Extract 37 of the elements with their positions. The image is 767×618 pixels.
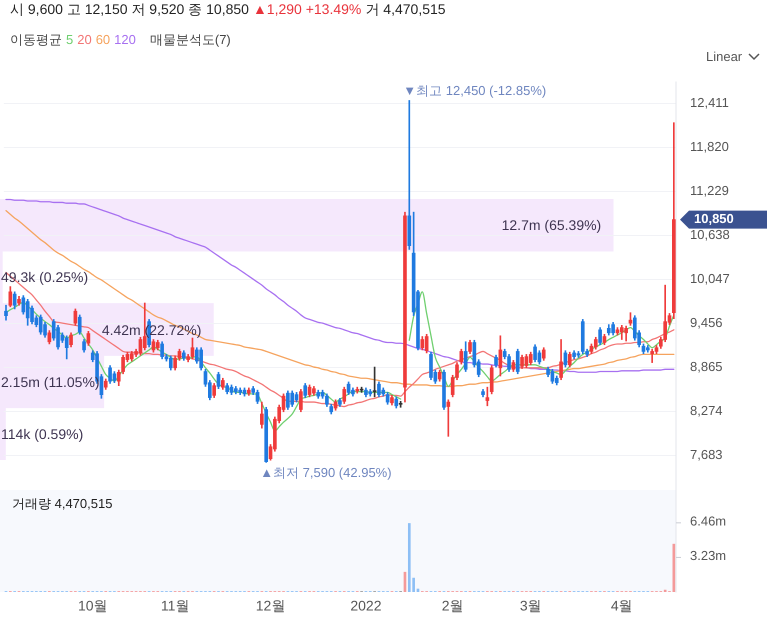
text: 거 4,470,515 <box>365 1 446 17</box>
x-tick-label: 11월 <box>160 597 190 614</box>
chart-subtitle: ▲1,290 +13.49% <box>252 1 362 17</box>
x-tick-label: 12월 <box>256 597 286 614</box>
y-tick-label: 8,274 <box>690 403 723 418</box>
y-tick-label: 10,047 <box>690 270 730 286</box>
text: 120 <box>114 32 136 47</box>
y-tick-label: 8,865 <box>690 359 723 374</box>
bar <box>404 572 406 592</box>
y-tick-label: 9,456 <box>690 314 723 330</box>
text: 60 <box>96 32 110 47</box>
data-label: 12.7m (65.39%) <box>502 217 602 234</box>
y-tick-label: 12,411 <box>690 94 729 110</box>
text: 20 <box>77 32 92 47</box>
y-tick-label: 11,229 <box>690 182 729 198</box>
data-label: 2.15m (11.05%) <box>1 374 100 390</box>
bar <box>408 523 411 592</box>
x-tick-label: 2022 <box>350 597 382 614</box>
y-tick-label: 7,683 <box>690 447 723 462</box>
y-tick-label: 11,820 <box>690 138 729 154</box>
x-tick-label: 10월 <box>78 597 108 614</box>
x-tick-label: 3월 <box>520 597 542 614</box>
y2-tick-label: 6.46m <box>690 513 726 528</box>
data-label: 114k (0.59%) <box>1 426 84 442</box>
legend-title: 이동평균 <box>10 32 62 47</box>
chart-title: 매물분석도(7) <box>150 32 231 47</box>
x-tick-label: 2월 <box>442 597 464 614</box>
annotation: ▲최저 7,590 (42.95%) <box>260 465 392 480</box>
chart-title: 시 9,600 고 12,150 저 9,520 종 10,850 <box>10 1 249 17</box>
y-tick-label: 10,638 <box>690 226 730 242</box>
x-tick-label: 4월 <box>610 597 633 614</box>
text: 10,850 <box>694 211 734 226</box>
y2-tick-label: 3.23m <box>690 548 726 563</box>
annotation: ▼최고 12,450 (-12.85%) <box>403 83 546 98</box>
text: Linear <box>706 49 742 64</box>
text: 5 <box>66 32 74 47</box>
annotation: 거래량 4,470,515 <box>12 496 112 511</box>
